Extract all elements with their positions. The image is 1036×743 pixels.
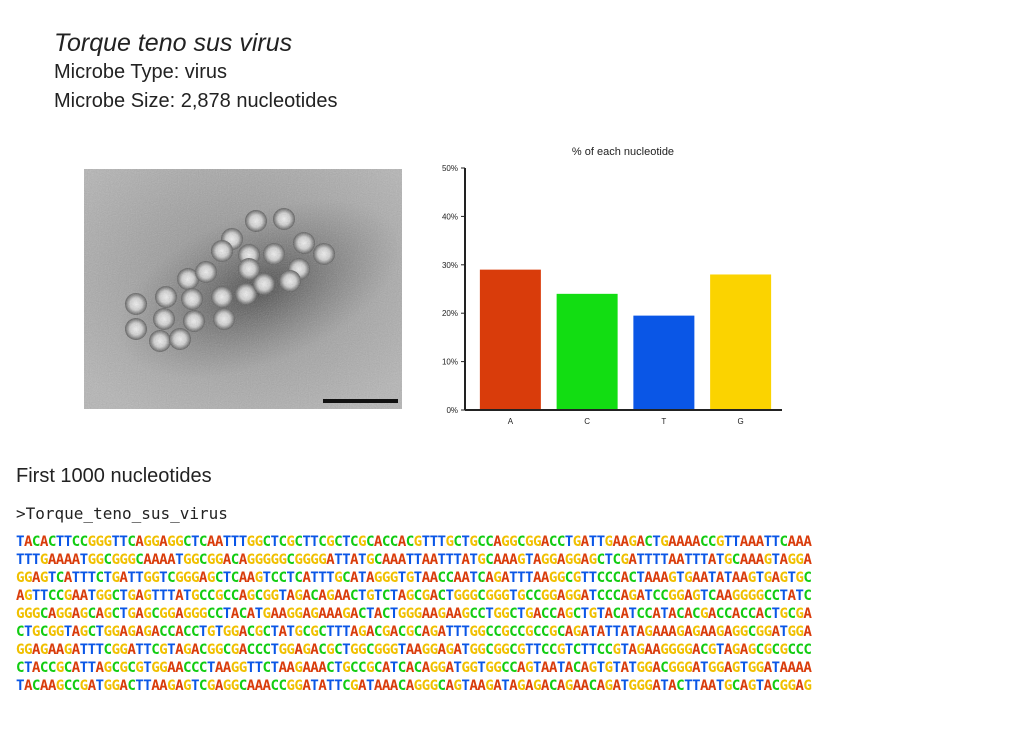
sequence-line: TACACTTCCGGGTTCAGGAGGCTCAATTTGGCTCGCTTCG… <box>16 534 812 550</box>
x-tick-label: A <box>508 417 514 426</box>
x-tick-label: G <box>738 417 744 426</box>
bar-A <box>479 269 541 410</box>
sequence-line: CTGCGGTAGCTGGAGAGACCACCTGTGGACGCTATGCGCT… <box>16 624 812 640</box>
sequence-section-title: First 1000 nucleotides <box>16 465 212 487</box>
sequence-line: TTTGAAAATGGCGGGCAAAATGGCGGACAGGGGGCGGGGA… <box>16 552 812 568</box>
sequence-line: TACAAGCCGATGGACTTAAGAGTCGAGGCAAACCGGATAT… <box>16 678 812 694</box>
micrograph-graphic <box>84 169 402 409</box>
x-tick-label: C <box>584 417 590 426</box>
bar-T <box>633 315 695 410</box>
species-name: Torque teno sus virus <box>54 29 293 57</box>
sequence-line: AGTTCCGAATGGCTGAGTTTATGCCGCCAGCGGTAGACAG… <box>16 588 812 604</box>
chart-title: % of each nucleotide <box>572 146 674 158</box>
microbe-size: Microbe Size: 2,878 nucleotides <box>54 90 338 112</box>
y-tick-label: 40% <box>442 212 458 221</box>
nucleotide-bar-chart: % of each nucleotide 0% 10% 20% 30% 40% 50% A C… <box>442 146 782 426</box>
y-tick-label: 10% <box>442 358 458 367</box>
fasta-header: >Torque_teno_sus_virus <box>16 504 228 523</box>
scale-bar <box>323 399 398 403</box>
sequence-line: GGAGAAGATTTCGGATTCGTAGACGGCGACCCTGGAGACG… <box>16 642 812 658</box>
nucleotide-chart: % of each nucleotide 0% 10% 20% 30% 40% 50% A C… <box>430 140 800 436</box>
y-tick-label: 20% <box>442 309 458 318</box>
y-tick-label: 0% <box>446 406 458 415</box>
microbe-header: Torque teno sus virus Microbe Type: viru… <box>54 28 338 116</box>
sequence-line: GGAGTCATTTCTGATTGGTCGGGAGCTCAAGTCCTCATTT… <box>16 570 812 586</box>
microbe-type: Microbe Type: virus <box>54 61 228 83</box>
bar-C <box>556 293 618 410</box>
electron-micrograph-image <box>84 169 402 409</box>
sequence-line: GGGCAGGAGCAGCTGAGCGGAGGGCCTACATGAAGGAGAA… <box>16 606 812 622</box>
y-tick-label: 30% <box>442 261 458 270</box>
bar-G <box>710 274 772 410</box>
sequence-line: CTACCGCATTAGCGCGTGGAACCCTAAGGTTCTAAGAAAC… <box>16 660 812 676</box>
x-tick-label: T <box>661 417 666 426</box>
sequence-block: TACACTTCCGGGTTCAGGAGGCTCAATTTGGCTCGCTTCG… <box>16 533 1026 695</box>
y-tick-label: 50% <box>442 164 458 173</box>
